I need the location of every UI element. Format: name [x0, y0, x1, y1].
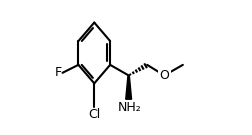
- Text: O: O: [160, 69, 169, 82]
- Polygon shape: [126, 75, 132, 99]
- Text: F: F: [55, 66, 62, 79]
- Text: Cl: Cl: [88, 109, 100, 122]
- Text: NH₂: NH₂: [118, 101, 142, 114]
